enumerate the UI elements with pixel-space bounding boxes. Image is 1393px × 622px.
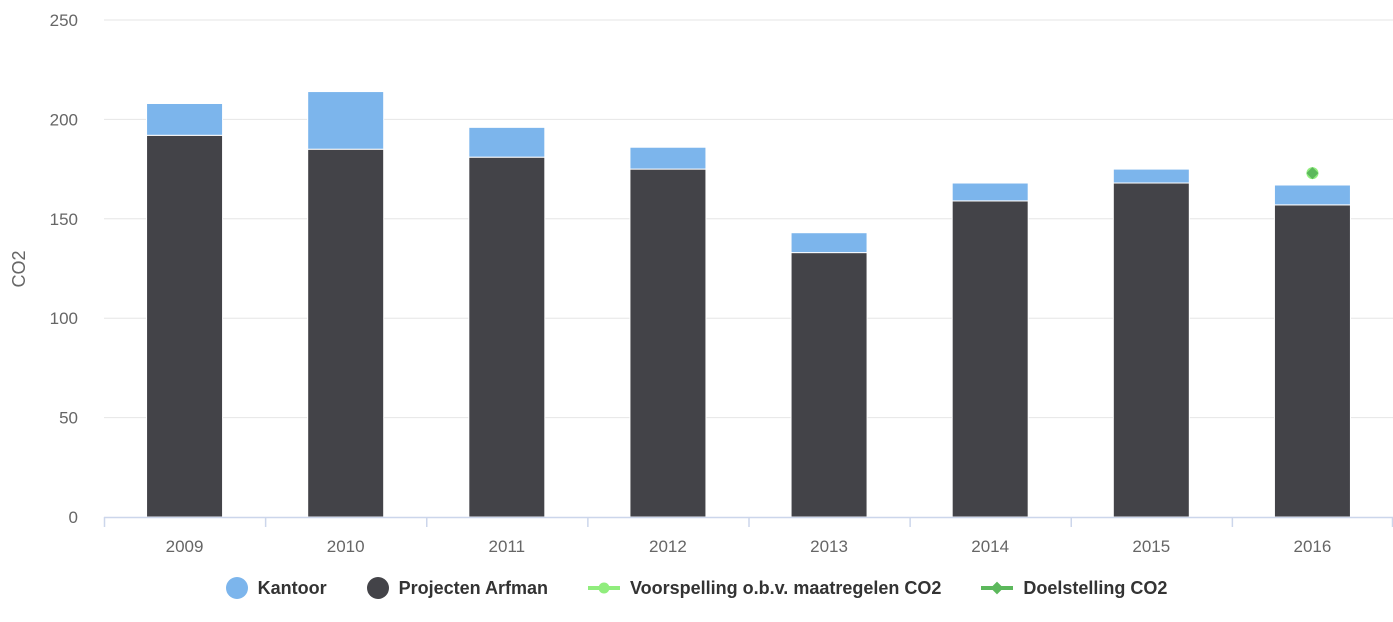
legend: Kantoor Projecten Arfman Voorspelling o.b.… [0,577,1393,599]
bar-kantoor [790,232,868,254]
bar-projecten-arfman [468,156,546,518]
y-tick-label: 0 [69,508,78,527]
x-tick-label: 2009 [166,537,204,556]
bar-projecten-arfman [629,168,707,518]
x-axis-ticks: 2009 2010 2011 2012 2013 2014 2015 2016 [166,537,1332,556]
x-tick-label: 2011 [489,537,526,556]
legend-item[interactable]: Voorspelling o.b.v. maatregelen CO2 [587,577,942,599]
marker-doelstelling [1306,167,1319,180]
bar-projecten-arfman [790,252,868,518]
y-tick-label: 250 [50,11,78,30]
gridlines [104,19,1393,419]
legend-label: Doelstelling CO2 [1023,577,1168,598]
bars [146,91,1351,518]
bar-projecten-arfman [1273,204,1351,518]
y-tick-label: 200 [50,110,78,129]
x-tick-label: 2010 [327,537,365,556]
x-tick-label: 2013 [810,537,848,556]
legend-item[interactable]: Projecten Arfman [366,577,548,599]
y-axis-ticks: 0 50 100 150 200 250 [50,11,78,527]
bar-projecten-arfman [951,200,1029,518]
legend-item[interactable]: Doelstelling CO2 [981,577,1167,599]
markers [1306,167,1319,180]
bar-projecten-arfman [1112,182,1190,518]
bar-kantoor [1273,184,1351,206]
bar-kantoor [951,182,1029,202]
bar-kantoor [1112,168,1190,184]
legend-label: Voorspelling o.b.v. maatregelen CO2 [629,577,942,598]
legend-item[interactable]: Kantoor [225,577,327,599]
bar-kantoor [629,146,707,170]
bar-kantoor [468,126,546,158]
y-tick-label: 100 [50,309,78,328]
legend-circle-icon [225,577,248,599]
legend-circle-icon [366,577,389,599]
y-axis-title: CO2 [9,250,29,287]
x-tick-label: 2016 [1294,537,1332,556]
y-tick-label: 50 [59,409,78,428]
bar-projecten-arfman [146,134,224,518]
bar-projecten-arfman [307,148,385,518]
x-tick-label: 2014 [971,537,1009,556]
bar-kantoor [307,91,385,150]
x-axis [103,516,1393,527]
legend-label: Projecten Arfman [398,577,548,598]
x-tick-label: 2012 [649,537,687,556]
y-tick-label: 150 [50,210,78,229]
legend-line-circle-icon [587,586,620,590]
legend-line-diamond-icon [981,586,1014,590]
legend-label: Kantoor [257,577,327,598]
bar-kantoor [146,102,224,136]
x-tick-label: 2015 [1132,537,1170,556]
